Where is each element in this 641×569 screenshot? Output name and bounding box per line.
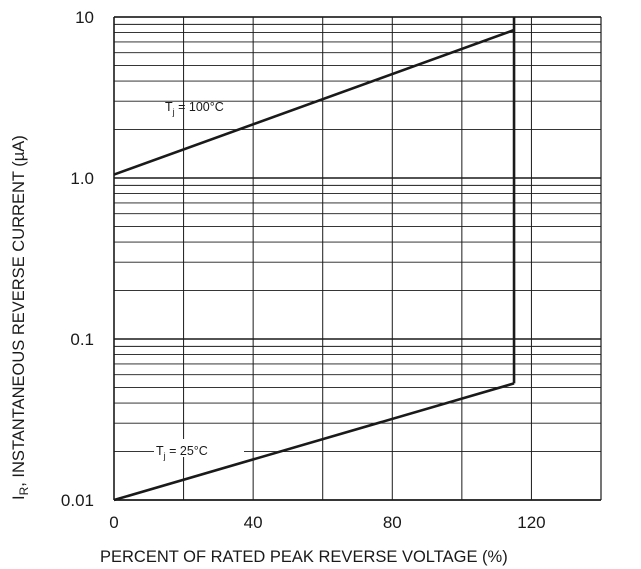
y-tick-label: 10 xyxy=(75,8,94,27)
series-label-25c-bg xyxy=(154,439,244,457)
tick-labels: 0 40 80 120 0.01 0.1 1.0 10 xyxy=(61,8,546,532)
series-lines xyxy=(113,17,516,502)
series-line-1 xyxy=(113,382,515,502)
x-axis-title: PERCENT OF RATED PEAK REVERSE VOLTAGE (%… xyxy=(100,548,508,566)
x-tick-label: 40 xyxy=(244,513,263,532)
y-tick-label: 1.0 xyxy=(70,169,94,188)
x-tick-label: 120 xyxy=(517,513,545,532)
x-tick-label: 0 xyxy=(109,513,118,532)
y-tick-label: 0.01 xyxy=(61,491,94,510)
series-label-100c: Tj = 100°C xyxy=(165,100,224,117)
series-label-25c: Tj = 25°C xyxy=(156,444,208,461)
y-axis-title: IR, INSTANTANEOUS REVERSE CURRENT (µA) xyxy=(10,135,31,500)
y-tick-label: 0.1 xyxy=(70,330,94,349)
x-tick-label: 80 xyxy=(383,513,402,532)
grid xyxy=(113,16,602,501)
series-line-0 xyxy=(113,28,515,176)
